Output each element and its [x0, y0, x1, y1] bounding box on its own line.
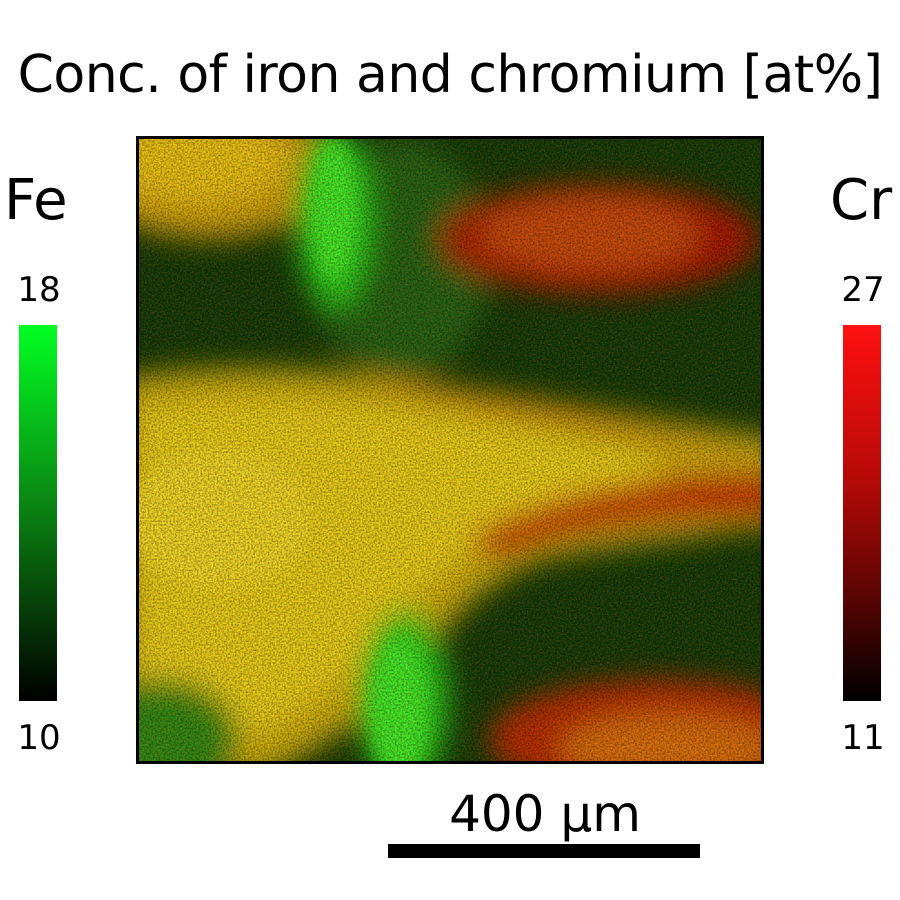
cr-min-value: 11	[841, 718, 885, 758]
fe-min-value: 10	[17, 718, 61, 758]
fe-colorbar	[19, 325, 57, 701]
cr-max-value: 27	[841, 270, 885, 310]
fe-label: Fe	[4, 168, 68, 233]
concentration-map	[136, 136, 764, 764]
concentration-map-image	[139, 139, 761, 761]
fe-max-value: 18	[17, 270, 61, 310]
scale-bar-label: 400 µm	[449, 785, 641, 843]
scale-bar	[388, 844, 700, 858]
cr-colorbar	[843, 325, 881, 701]
figure-title: Conc. of iron and chromium [at%]	[17, 45, 883, 105]
cr-label: Cr	[830, 168, 893, 233]
